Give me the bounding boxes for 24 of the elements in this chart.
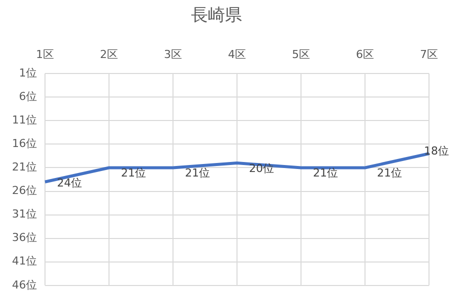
data-label: 21位 <box>377 166 402 180</box>
y-tick-label: 31位 <box>12 208 37 221</box>
y-tick-label: 41位 <box>12 254 37 268</box>
x-tick-label: 6区 <box>356 48 374 61</box>
data-label: 21位 <box>313 166 338 180</box>
data-label: 18位 <box>424 144 449 158</box>
y-tick-label: 21位 <box>12 160 37 174</box>
data-label: 24位 <box>56 176 82 190</box>
x-tick-label: 1区 <box>36 48 54 61</box>
x-tick-label: 4区 <box>228 48 246 61</box>
y-tick-label: 36位 <box>12 231 37 244</box>
data-label: 21位 <box>185 166 210 180</box>
y-tick-label: 1位 <box>18 66 37 80</box>
y-tick-label: 46位 <box>12 278 37 292</box>
x-tick-label: 5区 <box>292 48 310 61</box>
y-tick-label: 26位 <box>12 184 37 198</box>
y-tick-label: 11位 <box>12 114 37 127</box>
data-label: 21位 <box>121 166 146 180</box>
x-tick-label: 3区 <box>164 48 182 61</box>
chart-title: 長崎県 <box>191 6 242 26</box>
y-tick-label: 6位 <box>18 90 37 103</box>
y-tick-label: 16位 <box>12 137 37 150</box>
x-tick-label: 7区 <box>420 48 438 61</box>
x-tick-label: 2区 <box>100 48 118 61</box>
